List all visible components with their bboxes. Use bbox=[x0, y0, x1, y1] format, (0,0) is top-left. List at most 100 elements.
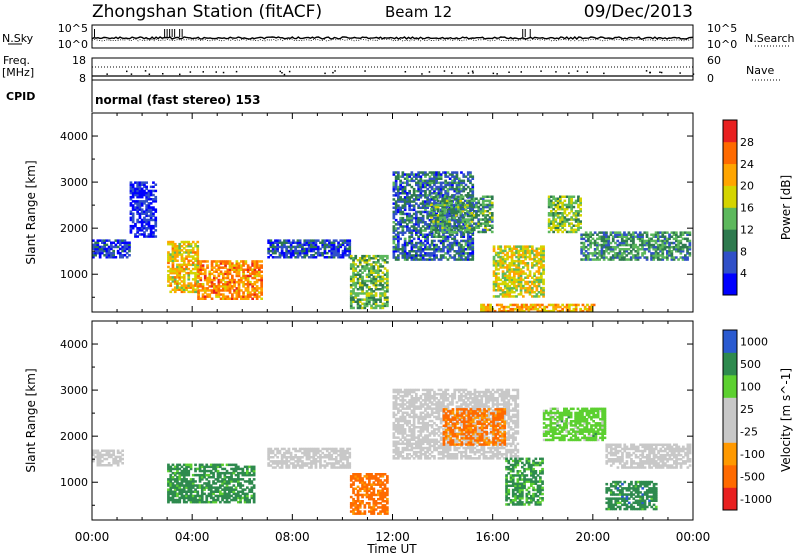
heatmap-cell bbox=[628, 238, 631, 241]
heatmap-cell bbox=[172, 289, 175, 292]
heatmap-cell bbox=[520, 260, 523, 263]
heatmap-cell bbox=[529, 281, 532, 284]
heatmap-cell bbox=[167, 270, 170, 273]
heatmap-cell bbox=[220, 260, 223, 263]
heatmap-cell bbox=[564, 229, 567, 232]
heatmap-cell bbox=[294, 448, 297, 451]
heatmap-cell bbox=[145, 227, 148, 230]
heatmap-cell bbox=[471, 175, 474, 178]
heatmap-cell bbox=[411, 215, 414, 218]
heatmap-cell bbox=[211, 298, 214, 301]
heatmap-cell bbox=[435, 236, 438, 239]
heatmap-cell bbox=[496, 304, 499, 307]
heatmap-cell bbox=[112, 250, 115, 253]
heatmap-cell bbox=[350, 255, 353, 258]
heatmap-cell bbox=[462, 196, 465, 199]
heatmap-cell bbox=[437, 196, 440, 199]
heatmap-cell bbox=[210, 470, 213, 473]
heatmap-cell bbox=[211, 289, 214, 292]
heatmap-cell bbox=[435, 171, 438, 174]
heatmap-cell bbox=[150, 186, 153, 189]
heatmap-cell bbox=[524, 277, 527, 280]
beam-label: Beam 12 bbox=[385, 3, 452, 21]
heatmap-cell bbox=[431, 252, 434, 255]
heatmap-cell bbox=[233, 264, 236, 267]
heatmap-cell bbox=[181, 245, 184, 248]
heatmap-cell bbox=[677, 258, 680, 261]
heatmap-cell bbox=[426, 223, 429, 226]
heatmap-region-power-1 bbox=[130, 181, 157, 237]
heatmap-cell bbox=[420, 211, 423, 214]
heatmap-cell bbox=[689, 231, 692, 234]
heatmap-cell bbox=[310, 254, 313, 257]
heatmap-cell bbox=[359, 292, 362, 295]
freq-dot bbox=[131, 73, 133, 75]
heatmap-cell bbox=[110, 454, 113, 457]
freq-dot bbox=[472, 72, 474, 74]
heatmap-cell bbox=[594, 231, 597, 234]
heatmap-cell bbox=[183, 495, 186, 498]
heatmap-cell bbox=[260, 260, 263, 263]
heatmap-cell bbox=[504, 245, 507, 248]
heatmap-cell bbox=[208, 271, 211, 274]
heatmap-cell bbox=[354, 301, 357, 304]
heatmap-cell bbox=[128, 254, 131, 257]
heatmap-cell bbox=[397, 171, 400, 174]
heatmap-cell bbox=[610, 256, 613, 259]
heatmap-cell bbox=[449, 173, 452, 176]
heatmap-cell bbox=[411, 225, 414, 228]
freq-dot bbox=[421, 73, 423, 75]
heatmap-cell bbox=[352, 307, 355, 310]
heatmap-cell bbox=[435, 192, 438, 195]
heatmap-cell bbox=[181, 241, 184, 244]
heatmap-cell bbox=[397, 221, 400, 224]
heatmap-cell bbox=[575, 200, 578, 203]
heatmap-cell bbox=[242, 260, 245, 263]
heatmap-cell bbox=[270, 456, 273, 459]
heatmap-cell bbox=[420, 227, 423, 230]
heatmap-cell bbox=[152, 213, 155, 216]
heatmap-cell bbox=[451, 256, 454, 259]
heatmap-cell bbox=[426, 234, 429, 237]
heatmap-cell bbox=[579, 308, 582, 311]
heatmap-cell bbox=[242, 468, 245, 471]
heatmap-cell bbox=[176, 245, 179, 248]
heatmap-cell bbox=[495, 252, 498, 255]
heatmap-cell bbox=[504, 266, 507, 269]
heatmap-cell bbox=[500, 304, 503, 307]
heatmap-cell bbox=[422, 242, 425, 245]
heatmap-cell bbox=[361, 265, 364, 268]
heatmap-cell bbox=[319, 252, 322, 255]
heatmap-cell bbox=[270, 448, 273, 451]
heatmap-cell bbox=[187, 272, 190, 275]
heatmap-cell bbox=[480, 218, 483, 221]
heatmap-cell bbox=[673, 242, 676, 245]
heatmap-region-velocity-0 bbox=[92, 450, 124, 467]
heatmap-cell bbox=[511, 277, 514, 280]
heatmap-cell bbox=[426, 173, 429, 176]
heatmap-cell bbox=[469, 188, 472, 191]
heatmap-cell bbox=[634, 244, 637, 247]
heatmap-cell bbox=[393, 221, 396, 224]
heatmap-cell bbox=[230, 495, 233, 498]
heatmap-cell bbox=[585, 231, 588, 234]
heatmap-cell bbox=[564, 196, 567, 199]
heatmap-cell bbox=[196, 241, 199, 244]
freq-dot bbox=[587, 71, 589, 73]
heatmap-cell bbox=[187, 480, 190, 483]
heatmap-cell bbox=[508, 262, 511, 265]
heatmap-cell bbox=[110, 252, 113, 255]
heatmap-cell bbox=[350, 276, 353, 279]
heatmap-cell bbox=[603, 250, 606, 253]
heatmap-cell bbox=[251, 486, 254, 489]
heatmap-cell bbox=[456, 182, 459, 185]
heatmap-cell bbox=[192, 284, 195, 287]
heatmap-cell bbox=[192, 272, 195, 275]
freq-dot bbox=[555, 71, 557, 73]
heatmap-cell bbox=[231, 275, 234, 278]
freq-label-line2: [MHz] bbox=[2, 66, 34, 79]
heatmap-cell bbox=[132, 225, 135, 228]
heatmap-cell bbox=[192, 247, 195, 250]
heatmap-cell bbox=[411, 178, 414, 181]
